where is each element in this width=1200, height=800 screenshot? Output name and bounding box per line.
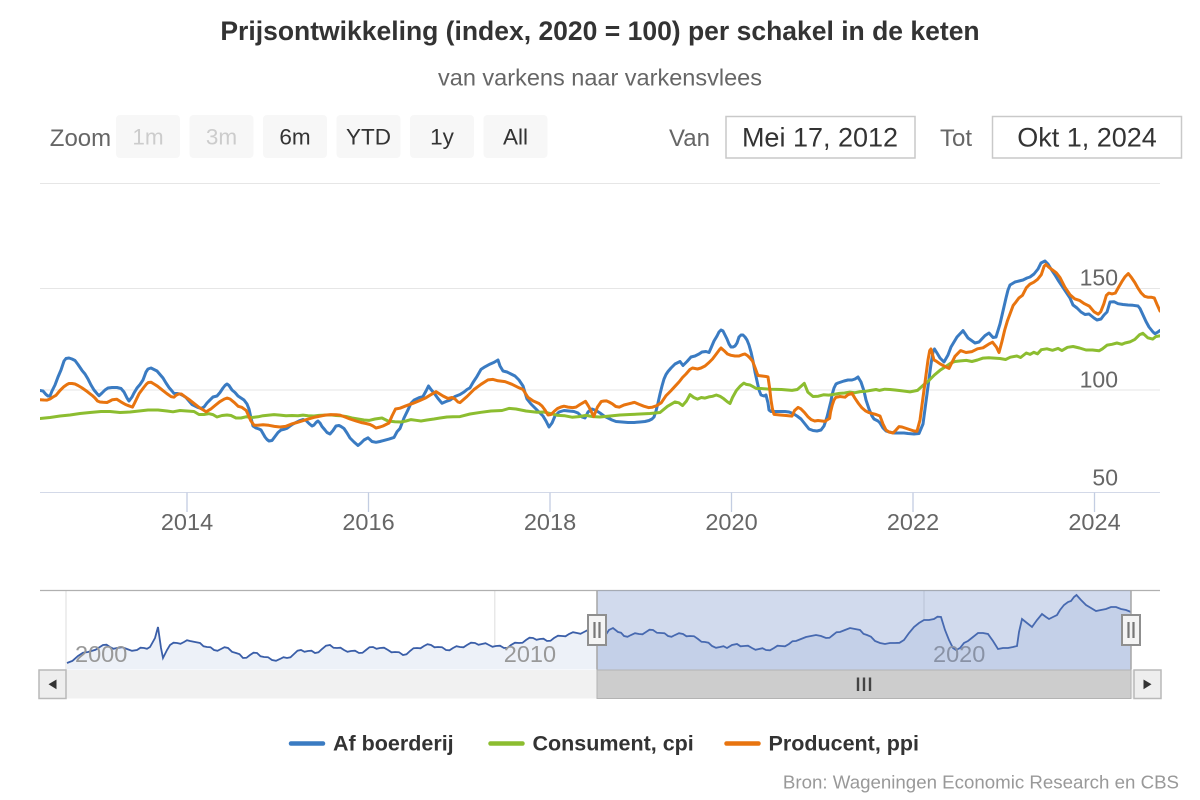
svg-text:Bron: Wageningen Economic Rese: Bron: Wageningen Economic Research en CB… [783,772,1179,793]
svg-text:6m: 6m [279,125,310,150]
svg-text:2010: 2010 [504,641,556,667]
svg-text:100: 100 [1080,367,1118,393]
svg-text:Af boerderij: Af boerderij [333,732,454,756]
svg-text:2024: 2024 [1068,509,1120,535]
svg-text:Producent, ppi: Producent, ppi [769,732,920,756]
svg-text:Tot: Tot [940,125,972,152]
svg-text:Consument, cpi: Consument, cpi [533,732,694,756]
svg-text:2016: 2016 [342,509,394,535]
svg-text:Prijsontwikkeling (index, 2020: Prijsontwikkeling (index, 2020 = 100) pe… [220,16,979,46]
svg-text:van varkens naar varkensvlees: van varkens naar varkensvlees [438,65,762,91]
svg-text:All: All [503,125,528,150]
svg-text:Okt 1, 2024: Okt 1, 2024 [1017,123,1157,153]
svg-text:2020: 2020 [933,641,985,667]
svg-text:YTD: YTD [346,125,391,150]
svg-text:2000: 2000 [75,641,127,667]
svg-text:2022: 2022 [887,509,939,535]
svg-text:Zoom: Zoom [50,125,111,152]
svg-text:50: 50 [1092,465,1118,491]
svg-text:Mei 17, 2012: Mei 17, 2012 [742,123,898,153]
svg-text:Van: Van [669,125,710,152]
svg-text:2020: 2020 [705,509,757,535]
svg-text:1m: 1m [132,125,163,150]
svg-text:3m: 3m [206,125,237,150]
svg-text:2014: 2014 [161,509,213,535]
svg-text:150: 150 [1080,265,1118,291]
svg-text:2018: 2018 [524,509,576,535]
svg-text:1y: 1y [430,125,455,150]
